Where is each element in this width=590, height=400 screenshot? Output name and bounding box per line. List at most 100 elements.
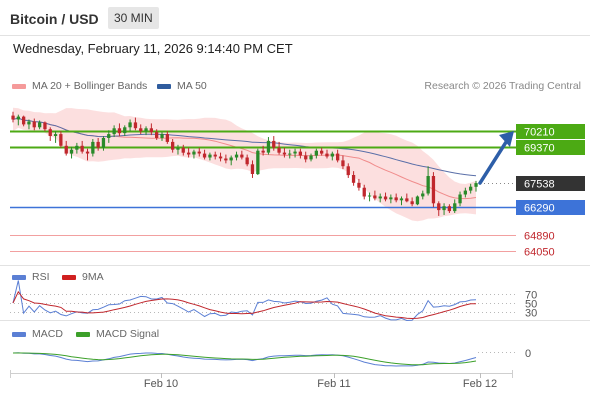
candle-body [181, 147, 185, 153]
candle-body [160, 134, 164, 138]
candle-body [266, 140, 271, 153]
candle-body [341, 160, 345, 167]
level-box-70210 [516, 124, 585, 139]
candle-body [144, 128, 148, 132]
candle-body [240, 154, 244, 158]
interval-badge[interactable]: 30 MIN [108, 7, 159, 29]
candle-body [107, 134, 111, 138]
candle-body [469, 186, 473, 191]
macd-signal-line [13, 352, 477, 366]
macd-legend-label: MACD [32, 328, 63, 340]
candle-body [437, 203, 441, 211]
chart-datetime: Wednesday, February 11, 2026 9:14:40 PM … [13, 41, 293, 56]
candle-body [293, 151, 297, 154]
rsi-level-label: 50 [525, 299, 537, 311]
legend-rsi-9ma: 9MA [62, 271, 104, 283]
candle-body [123, 127, 127, 134]
candle-body [298, 151, 302, 156]
candle-body [59, 134, 63, 146]
candle-body [38, 122, 42, 128]
candle-body [288, 153, 292, 155]
legend-macd-signal: MACD Signal [76, 328, 159, 340]
candle-body [91, 141, 95, 154]
candle-body [330, 153, 334, 157]
ma50-line [12, 117, 477, 177]
rsi-level-label: 70 [525, 290, 537, 302]
ma20-legend-label: MA 20 + Bollinger Bands [32, 80, 148, 92]
candle-body [373, 195, 377, 199]
candle-body [453, 203, 457, 212]
time-tick-label: Feb 12 [463, 378, 497, 390]
candle-body [75, 145, 79, 150]
candle-body [187, 152, 191, 155]
legend-rsi: RSI [12, 271, 50, 283]
chart-header: Bitcoin / USD 30 MIN [0, 0, 590, 36]
candle-body [272, 140, 276, 148]
legend-ma50: MA 50 [157, 80, 207, 92]
candle-body [139, 128, 143, 132]
macd-signal-swatch [76, 331, 90, 337]
candle-body [389, 197, 393, 200]
rsi-swatch [12, 274, 26, 280]
candle-body [304, 155, 308, 160]
candle-body [229, 157, 233, 161]
candle-body [101, 138, 106, 148]
legend-ma20-bollinger: MA 20 + Bollinger Bands [12, 80, 147, 92]
candle-body [447, 206, 451, 212]
instrument-title: Bitcoin / USD [10, 11, 99, 27]
candle-body [69, 149, 74, 154]
candle-body [351, 175, 356, 183]
candle-body [133, 122, 138, 129]
candle-body [250, 164, 255, 174]
candle-body [426, 176, 430, 194]
level-label-64050: 64050 [524, 247, 555, 259]
candle-body [11, 115, 15, 120]
level-box-66290 [516, 200, 585, 215]
candle-body [442, 206, 446, 211]
candle-body [96, 141, 100, 148]
candle-body [208, 154, 212, 158]
ma50-swatch [157, 83, 171, 89]
candle-body [245, 157, 249, 165]
candle-body [378, 196, 382, 199]
candle-body [218, 156, 223, 159]
candle-body [367, 195, 372, 197]
bollinger-band [13, 107, 476, 222]
candle-body [64, 145, 68, 154]
candle-body [405, 198, 409, 202]
candle-body [43, 122, 47, 130]
candle-body [171, 141, 175, 150]
candle-body [415, 196, 420, 205]
candle-body [85, 151, 90, 154]
candle-body [112, 128, 116, 135]
legend-macd: MACD [12, 328, 63, 340]
candle-body [325, 153, 329, 157]
time-tick-label: Feb 10 [144, 378, 178, 390]
rsi-legend-label: RSI [32, 271, 50, 283]
level-box-69370 [516, 140, 585, 155]
candle-body [474, 183, 478, 187]
rsi-9ma-swatch [62, 274, 76, 280]
candle-body [362, 187, 366, 197]
candle-body [149, 128, 153, 133]
rsi-line [12, 280, 477, 322]
level-label-69370: 69370 [524, 143, 555, 155]
candle-body [410, 201, 414, 205]
candle-body [421, 193, 425, 197]
candle-body [80, 145, 84, 152]
candle-body [16, 116, 20, 120]
level-label-66290: 66290 [524, 203, 555, 215]
candle-body [314, 150, 318, 156]
candle-body [117, 128, 122, 134]
candle-body [234, 154, 239, 158]
candle-body [282, 152, 287, 155]
candle-body [431, 176, 436, 204]
candle-body [176, 147, 180, 150]
level-label-70210: 70210 [524, 127, 555, 139]
candle-body [320, 150, 324, 154]
candle-body [394, 197, 398, 201]
macd-swatch [12, 331, 26, 337]
forecast-arrow-head [499, 131, 514, 147]
candle-body [336, 153, 340, 161]
